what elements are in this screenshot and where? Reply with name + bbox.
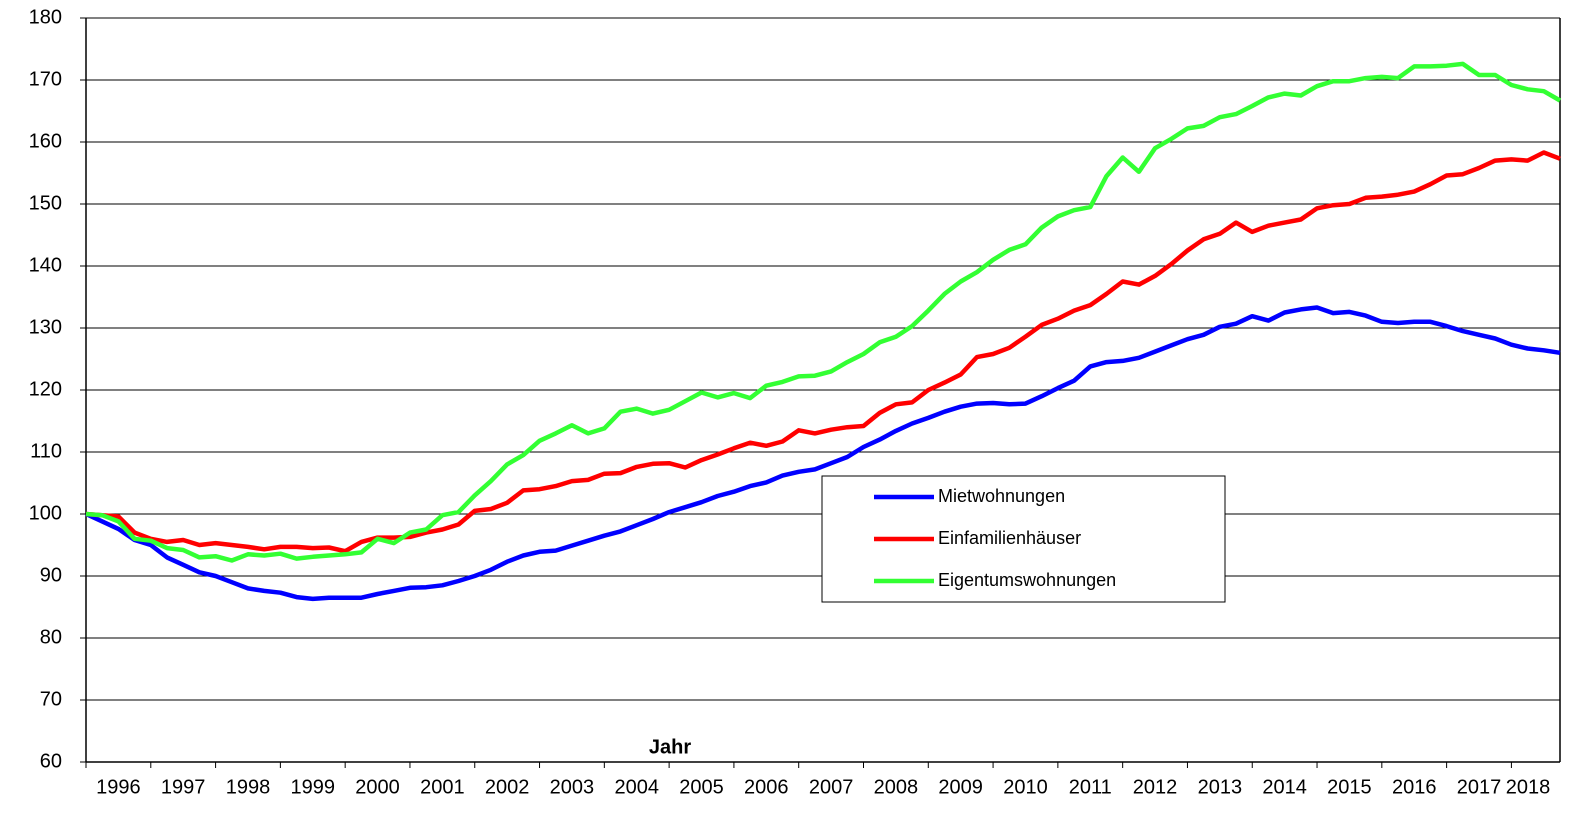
x-tick-label: 2006: [744, 776, 789, 798]
x-tick-label: 2013: [1198, 776, 1243, 798]
line-series: [85, 150, 1561, 554]
y-tick-label: 110: [30, 440, 62, 462]
y-tick-label: 100: [29, 502, 62, 524]
y-tick-label: 170: [29, 68, 62, 90]
y-tick-label: 150: [29, 192, 62, 214]
y-tick-label: 160: [29, 130, 62, 152]
x-tick-label: 2004: [614, 776, 659, 798]
legend-label: Eigentumswohnungen: [938, 570, 1116, 590]
x-tick-label: 2010: [1003, 776, 1048, 798]
x-tick-label: 2000: [355, 776, 400, 798]
x-tick-label: 2008: [874, 776, 919, 798]
x-tick-label: 2002: [485, 776, 530, 798]
x-tick-label: 2001: [420, 776, 465, 798]
legend-label: Mietwohnungen: [938, 486, 1065, 506]
y-tick-label: 120: [29, 378, 62, 400]
x-tick-label: 2016: [1392, 776, 1437, 798]
y-tick-label: 70: [40, 688, 62, 710]
x-tick-label: 2012: [1133, 776, 1178, 798]
x-tick-label: 2009: [938, 776, 983, 798]
y-tick-label: 130: [29, 316, 62, 338]
y-tick-label: 180: [29, 6, 62, 28]
x-tick-label: 2011: [1069, 776, 1112, 798]
x-tick-label: 1996: [96, 776, 141, 798]
x-tick-label: 2005: [679, 776, 724, 798]
x-tick-label: 1997: [161, 776, 206, 798]
y-tick-label: 140: [29, 254, 62, 276]
x-axis-label: Jahr: [649, 736, 691, 758]
y-tick-label: 60: [40, 750, 62, 772]
x-tick-label: 2014: [1262, 776, 1307, 798]
line-series: [85, 61, 1562, 563]
y-tick-label: 80: [40, 626, 62, 648]
x-tick-label: 2007: [809, 776, 854, 798]
y-tick-label: 90: [40, 564, 62, 586]
line-series: [85, 305, 1561, 602]
x-tick-label: 2017: [1457, 776, 1502, 798]
x-tick-label: 2015: [1327, 776, 1372, 798]
x-tick-label: 2003: [550, 776, 595, 798]
x-tick-label: 1998: [226, 776, 271, 798]
x-tick-label: 2018: [1506, 776, 1551, 798]
legend-label: Einfamilienhäuser: [938, 528, 1081, 548]
x-tick-label: 1999: [291, 776, 336, 798]
